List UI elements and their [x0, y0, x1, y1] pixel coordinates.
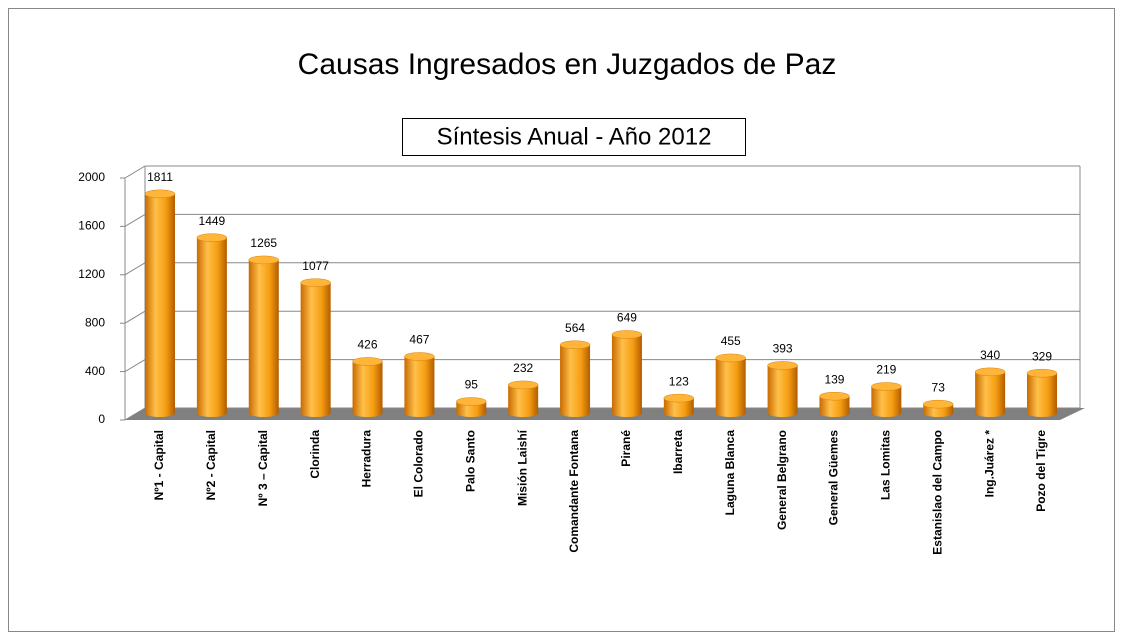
value-label: 1265: [250, 236, 277, 250]
value-label: 426: [358, 338, 378, 352]
value-label: 95: [465, 378, 479, 392]
y-tick-label: 2000: [78, 170, 105, 184]
y-tick-label: 0: [98, 412, 105, 426]
bar-top: [922, 399, 954, 409]
bar: [456, 401, 487, 413]
bar: [196, 237, 227, 413]
x-tick-label: Palo Santo: [463, 430, 477, 492]
bar: [767, 365, 798, 413]
grid-line: [124, 407, 146, 421]
bar-top: [404, 352, 435, 361]
x-tick-label: Nº2 - Capital: [204, 430, 218, 500]
x-tick-label: Ing.Juárez *: [982, 430, 996, 498]
bar: [611, 334, 642, 413]
value-label: 123: [669, 374, 689, 388]
bar-top: [715, 353, 746, 363]
x-tick-label: El Colorado: [412, 430, 426, 497]
bar-top: [974, 367, 1006, 377]
x-tick-label: Comandante Fontana: [567, 430, 581, 553]
bar-top: [559, 340, 591, 350]
grid-line: [124, 310, 146, 324]
value-label: 329: [1032, 349, 1052, 363]
bar: [145, 193, 175, 413]
x-tick-label: General Belgrano: [775, 430, 789, 530]
y-tick-label: 400: [85, 364, 105, 378]
bar-top: [1026, 368, 1058, 378]
bar: [248, 259, 279, 413]
bar-top: [248, 255, 280, 265]
bar: [352, 361, 383, 413]
y-tick-label: 800: [85, 315, 105, 329]
value-label: 564: [565, 321, 585, 335]
grid-line: [124, 262, 146, 276]
bar: [819, 396, 850, 413]
bar: [871, 386, 902, 413]
bar-top: [507, 380, 539, 390]
chart-subtitle: Síntesis Anual - Año 2012: [437, 123, 712, 150]
bar-top: [871, 382, 902, 391]
bar: [560, 344, 591, 413]
value-label: 232: [513, 361, 533, 375]
value-label: 1449: [199, 214, 226, 228]
y-tick-label: 1600: [78, 219, 105, 233]
bar-top: [352, 357, 383, 366]
value-label: 139: [824, 372, 844, 386]
value-label: 1811: [147, 170, 173, 184]
value-label: 393: [773, 342, 793, 356]
bar-top: [767, 361, 798, 370]
value-label: 455: [721, 334, 741, 348]
bar: [975, 371, 1006, 413]
bar-top: [611, 330, 643, 339]
value-label: 467: [409, 333, 429, 347]
x-tick-label: General Güemes: [827, 430, 841, 526]
value-label: 340: [980, 348, 1000, 362]
x-tick-label: Laguna Blanca: [723, 430, 737, 516]
bar: [1027, 373, 1057, 413]
bar-top: [456, 397, 487, 406]
bar: [715, 357, 746, 413]
x-tick-label: Ibarreta: [671, 430, 685, 474]
x-tick-label: Estanislao del Campo: [930, 430, 944, 555]
x-tick-label: Nº 3 – Capital: [256, 430, 270, 506]
bar-top: [196, 233, 228, 242]
bar: [300, 282, 331, 413]
bar: [508, 384, 539, 413]
x-tick-label: Pirané: [619, 430, 633, 467]
bar: [923, 404, 954, 413]
bar-top: [300, 278, 331, 287]
x-tick-label: Misión Laishí: [515, 429, 529, 506]
x-tick-label: Nº1 - Capital: [152, 430, 166, 500]
x-tick-label: Pozo del Tigre: [1034, 430, 1048, 512]
chart-title: Causas Ingresados en Juzgados de Paz: [298, 48, 837, 81]
grid-line: [124, 213, 146, 227]
chart-border: [8, 8, 1115, 632]
value-label: 73: [932, 380, 946, 394]
bar-top: [144, 189, 176, 199]
x-tick-label: Clorinda: [308, 430, 322, 479]
value-label: 1077: [302, 259, 329, 273]
grid-line: [124, 359, 146, 373]
value-label: 649: [617, 311, 637, 325]
x-tick-label: Las Lomitas: [879, 430, 893, 500]
subtitle-box: [402, 118, 746, 156]
bar: [404, 356, 435, 413]
bar-top: [663, 393, 695, 403]
x-tick-label: Herradura: [360, 430, 374, 488]
bar-top: [819, 391, 850, 401]
grid-line: [124, 165, 146, 179]
value-label: 219: [876, 363, 896, 377]
y-tick-label: 1200: [78, 267, 105, 281]
